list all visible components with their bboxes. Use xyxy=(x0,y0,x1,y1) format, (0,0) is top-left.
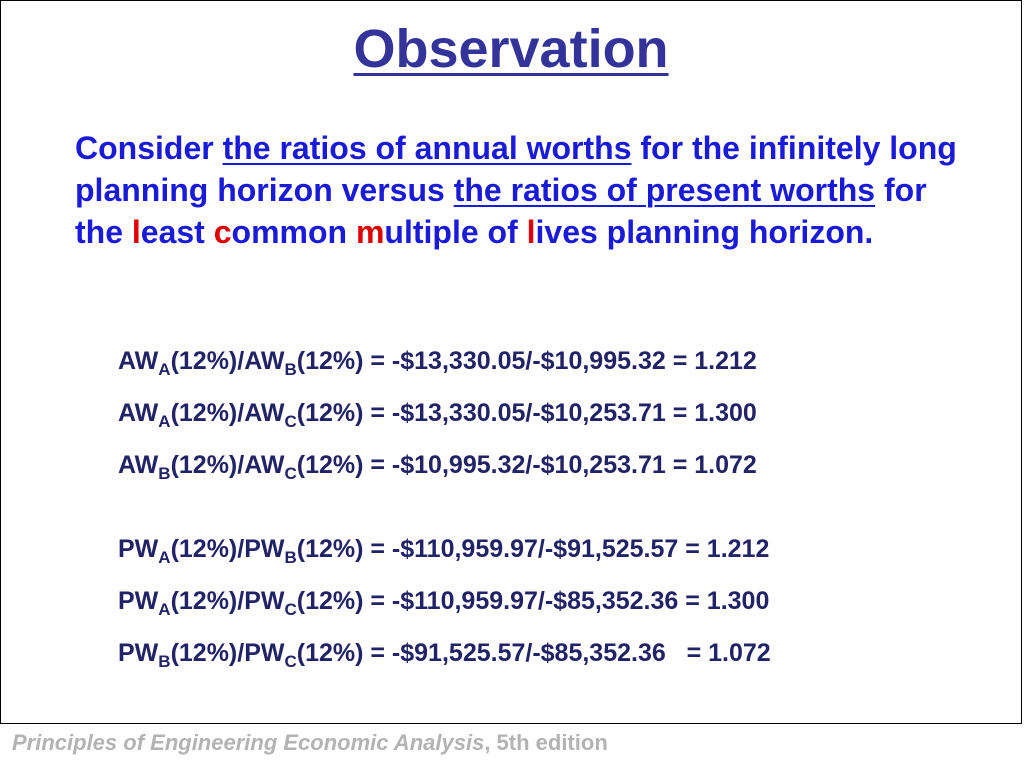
intro-paragraph: Consider the ratios of annual worths for… xyxy=(75,127,975,253)
equation-pw-a-b: PWA(12%)/PWB(12%) = -$110,959.97/-$91,52… xyxy=(118,535,770,567)
highlight-letter: l xyxy=(131,214,141,250)
intro-text: ommon xyxy=(231,214,356,250)
slide-title: Observation xyxy=(1,17,1021,81)
title-text: Observation xyxy=(353,19,669,79)
intro-underlined-text: the ratios of present worths xyxy=(453,172,876,208)
highlight-letter: c xyxy=(213,214,232,250)
equation-pw-b-c: PWB(12%)/PWC(12%) = -$91,525.57/-$85,352… xyxy=(118,639,771,671)
slide: Observation Consider the ratios of annua… xyxy=(0,0,1022,724)
intro-text: for the xyxy=(75,172,927,250)
highlight-letter: l xyxy=(526,214,536,250)
intro-text: Consider xyxy=(75,130,223,166)
equation-aw-b-c: AWB(12%)/AWC(12%) = -$10,995.32/-$10,253… xyxy=(118,451,757,483)
intro-text: ives planning horizon. xyxy=(535,214,874,250)
intro-text: ultiple of xyxy=(384,214,527,250)
equation-aw-a-b: AWA(12%)/AWB(12%) = -$13,330.05/-$10,995… xyxy=(118,347,757,379)
intro-text: for the infinitely long planning horizon… xyxy=(75,130,957,208)
highlight-letter: m xyxy=(355,214,385,250)
footer-edition: , 5th edition xyxy=(484,730,608,755)
equation-aw-a-c: AWA(12%)/AWC(12%) = -$13,330.05/-$10,253… xyxy=(118,399,757,431)
intro-text: east xyxy=(140,214,214,250)
intro-underlined-text: the ratios of annual worths xyxy=(222,130,632,166)
footer-caption: Principles of Engineering Economic Analy… xyxy=(12,730,608,756)
equation-pw-a-c: PWA(12%)/PWC(12%) = -$110,959.97/-$85,35… xyxy=(118,587,770,619)
footer-book-title: Principles of Engineering Economic Analy… xyxy=(12,730,485,755)
